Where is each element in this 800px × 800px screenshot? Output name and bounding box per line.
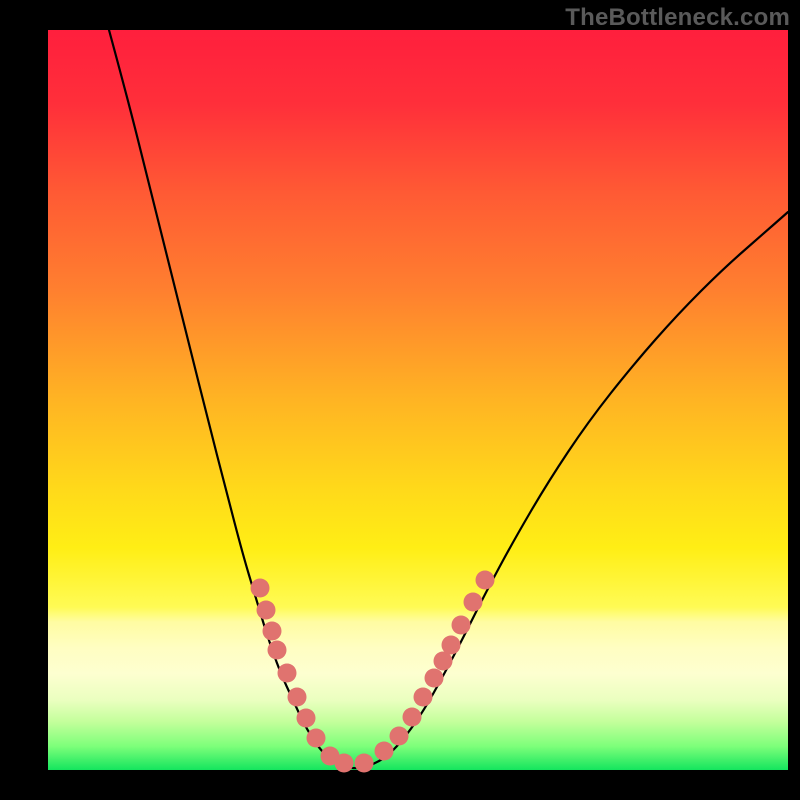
curve-marker <box>375 742 394 761</box>
watermark-text: TheBottleneck.com <box>565 4 790 32</box>
curve-marker <box>442 636 461 655</box>
curve-marker <box>307 729 326 748</box>
chart-overlay-svg <box>0 0 800 800</box>
curve-marker <box>288 688 307 707</box>
chart-stage: TheBottleneck.com <box>0 0 800 800</box>
curve-marker <box>257 601 276 620</box>
curve-marker <box>278 664 297 683</box>
curve-marker <box>414 688 433 707</box>
curve-marker <box>403 708 422 727</box>
curve-marker <box>476 571 495 590</box>
curve-marker <box>251 579 270 598</box>
curve-marker <box>263 622 282 641</box>
curve-marker <box>268 641 287 660</box>
curve-marker <box>297 709 316 728</box>
curve-marker <box>464 593 483 612</box>
curve-marker <box>355 754 374 773</box>
curve-marker <box>425 669 444 688</box>
curve-marker <box>390 727 409 746</box>
curve-marker <box>335 754 354 773</box>
curve-marker <box>452 616 471 635</box>
